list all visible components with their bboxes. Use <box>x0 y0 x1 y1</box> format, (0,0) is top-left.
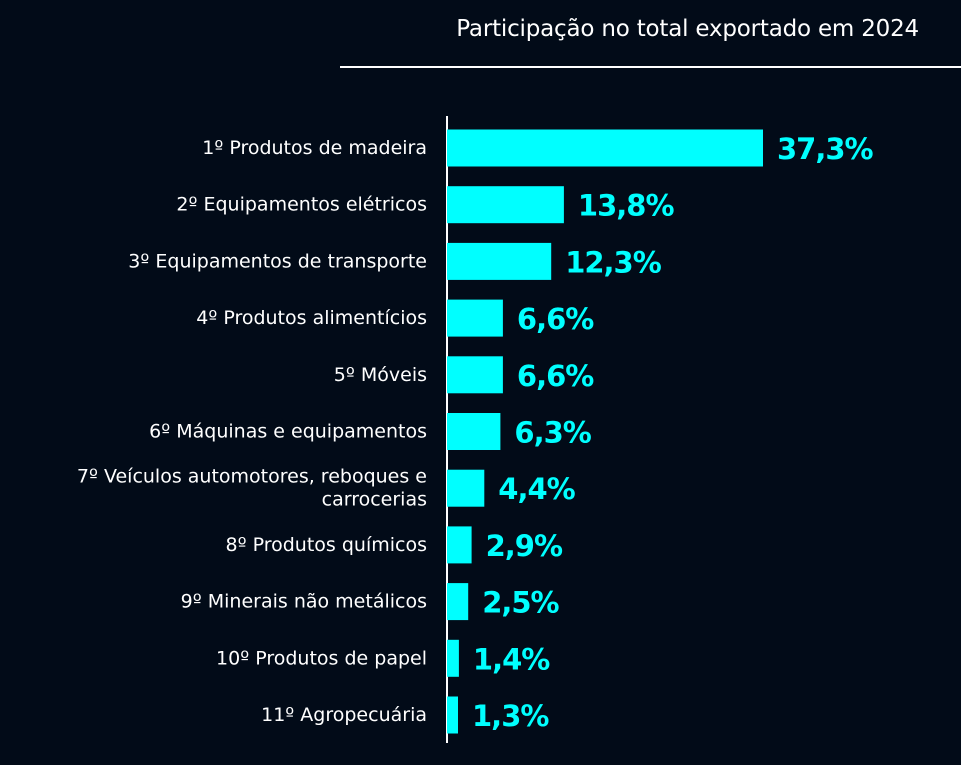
category-label-3: 3º Equipamentos de transporte <box>128 250 427 272</box>
category-label-5: 5º Móveis <box>334 364 427 386</box>
bar-5 <box>447 356 503 394</box>
bars-group <box>447 129 763 734</box>
bar-7 <box>447 469 485 507</box>
bar-2 <box>447 186 564 224</box>
bar-3 <box>447 242 552 280</box>
category-label-7: 7º Veículos automotores, reboques e carro… <box>77 466 427 511</box>
title-underline <box>340 66 961 68</box>
bar-11 <box>447 696 458 734</box>
bar-1 <box>447 129 763 167</box>
value-label-7: 4,4% <box>498 472 575 506</box>
bar-8 <box>447 526 472 564</box>
category-label-9: 9º Minerais não metálicos <box>181 591 427 613</box>
value-label-6: 6,3% <box>514 416 591 450</box>
category-label-11: 11º Agropecuária <box>261 704 427 726</box>
value-label-4: 6,6% <box>517 302 594 336</box>
category-labels-group: 1º Produtos de madeira 2º Equipamentos el… <box>77 137 427 726</box>
value-label-9: 2,5% <box>482 586 559 620</box>
category-label-8: 8º Produtos químicos <box>226 534 427 556</box>
value-label-10: 1,4% <box>473 642 550 676</box>
value-label-8: 2,9% <box>486 529 563 563</box>
bar-6 <box>447 413 501 450</box>
bar-10 <box>447 639 459 677</box>
bar-9 <box>447 583 469 621</box>
chart-title: Participação no total exportado em 2024 <box>456 16 919 42</box>
category-label-10: 10º Produtos de papel <box>216 647 427 669</box>
bar-4 <box>447 299 503 337</box>
value-labels-group: 37,3% 13,8% 12,3% 6,6% 6,6% 6,3% 4,4% 2,9% 2,5% 1… <box>472 132 875 733</box>
value-label-5: 6,6% <box>517 359 594 393</box>
value-label-11: 1,3% <box>472 699 549 733</box>
category-label-4: 4º Produtos alimentícios <box>196 307 427 329</box>
value-label-3: 12,3% <box>565 245 662 279</box>
category-label-6: 6º Máquinas e equipamentos <box>149 421 427 443</box>
category-label-1: 1º Produtos de madeira <box>202 137 427 159</box>
value-label-1: 37,3% <box>777 132 874 166</box>
value-label-2: 13,8% <box>578 189 675 223</box>
category-label-2: 2º Equipamentos elétricos <box>176 194 427 216</box>
